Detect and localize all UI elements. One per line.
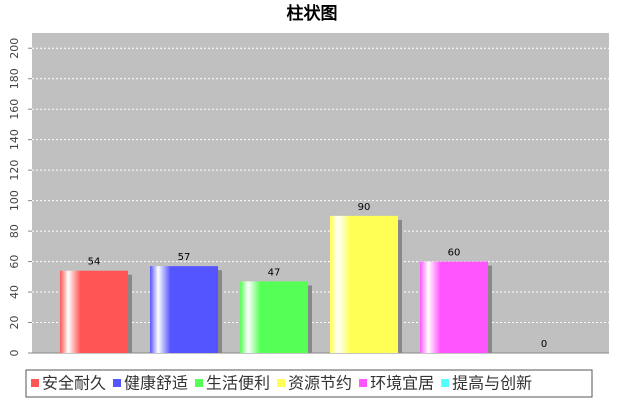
value-label: 90 (358, 202, 371, 213)
y-tick-label: 100 (8, 190, 21, 211)
bar (150, 266, 218, 353)
legend-swatch (195, 379, 204, 387)
legend-swatch (277, 379, 286, 387)
y-tick-label: 0 (8, 350, 21, 357)
legend-swatch (31, 379, 39, 387)
value-label: 0 (541, 339, 547, 350)
bar (60, 270, 128, 353)
value-label: 47 (268, 267, 281, 278)
value-label: 57 (178, 252, 191, 263)
y-tick-label: 80 (8, 224, 21, 238)
y-tick-label: 60 (8, 255, 21, 269)
legend-label: 环境宜居 (370, 374, 434, 393)
legend-label: 健康舒适 (124, 374, 188, 393)
bar (330, 215, 398, 353)
y-tick-label: 20 (8, 316, 21, 330)
y-tick-label: 160 (8, 99, 21, 120)
y-tick-label: 140 (8, 129, 21, 150)
bar (420, 261, 488, 353)
bar (240, 281, 308, 353)
y-tick-label: 200 (8, 38, 21, 59)
chart-title: 柱状图 (287, 3, 338, 24)
legend-swatch (359, 379, 368, 387)
legend-label: 提高与创新 (452, 374, 532, 393)
y-tick-label: 40 (8, 285, 21, 299)
legend-swatch (113, 379, 122, 387)
value-label: 60 (448, 248, 461, 259)
legend-swatch (441, 379, 450, 387)
legend-label: 生活便利 (206, 374, 270, 393)
y-tick-label: 180 (8, 68, 21, 89)
legend-label: 资源节约 (288, 374, 352, 393)
value-label: 54 (88, 257, 101, 268)
y-tick-label: 120 (8, 160, 21, 181)
legend-label: 安全耐久 (42, 374, 106, 393)
